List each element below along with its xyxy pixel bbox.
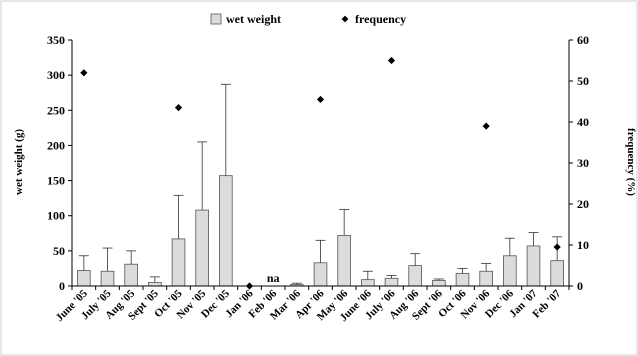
legend-marker-frequency	[341, 15, 349, 23]
bar-wet-weight	[171, 238, 186, 287]
bar-wet-weight	[100, 270, 115, 287]
frequency-markers-layer	[80, 56, 561, 290]
bar-wet-weight	[219, 175, 233, 287]
bar-wet-weight	[526, 245, 541, 287]
left-tick-label: 0	[59, 279, 65, 293]
frequency-marker	[482, 122, 490, 130]
bar-wet-weight	[77, 270, 91, 287]
bar-wet-weight	[148, 282, 162, 287]
y-axis-label-right: frequency (%)	[625, 128, 637, 196]
annotations-layer: na	[267, 271, 280, 285]
legend-label-frequency: frequency	[355, 12, 406, 26]
bar-wet-weight	[124, 263, 138, 287]
bar-wet-weight	[503, 255, 517, 287]
left-axis-ticks: 0 50 100 150 200 250 300 350	[47, 33, 72, 293]
right-axis-ticks: 0 10 20 30 40 50 60	[569, 33, 589, 293]
bar-wet-weight	[384, 277, 399, 287]
bar-wet-weight	[550, 260, 564, 287]
right-tick-label: 40	[577, 115, 589, 129]
left-tick-label: 300	[47, 68, 65, 82]
bar-wet-weight	[479, 270, 493, 287]
legend-swatch-wet-weight	[210, 13, 222, 25]
error-bars-layer	[78, 83, 563, 285]
left-tick-label: 150	[47, 174, 65, 188]
bar-wet-weight	[337, 234, 351, 287]
right-tick-label: 60	[577, 33, 589, 47]
left-tick-label: 250	[47, 103, 65, 117]
frequency-marker	[80, 69, 88, 77]
annotation-na: na	[267, 271, 280, 285]
legend-label-wet-weight: wet weight	[226, 12, 281, 26]
bar-wet-weight	[361, 279, 375, 287]
legend: wet weight frequency	[210, 12, 406, 26]
bar-wet-weight	[195, 209, 209, 287]
frequency-marker	[174, 104, 183, 112]
frequency-marker	[387, 56, 396, 65]
right-tick-label: 10	[577, 238, 589, 252]
y-axis-label-left: wet weight (g)	[13, 129, 25, 195]
right-tick-label: 20	[577, 197, 589, 211]
bar-wet-weight	[432, 279, 446, 287]
bar-wet-weight	[455, 272, 470, 287]
right-tick-label: 0	[577, 279, 583, 293]
right-tick-label: 50	[577, 74, 589, 88]
bar-wet-weight	[313, 262, 328, 287]
frequency-marker	[316, 95, 325, 104]
left-tick-label: 50	[53, 244, 65, 258]
left-tick-label: 350	[47, 33, 65, 47]
left-tick-label: 100	[47, 209, 65, 223]
bar-wet-weight	[408, 265, 422, 287]
right-tick-label: 30	[577, 156, 589, 170]
frequency-marker	[553, 243, 561, 251]
left-tick-label: 200	[47, 138, 65, 152]
